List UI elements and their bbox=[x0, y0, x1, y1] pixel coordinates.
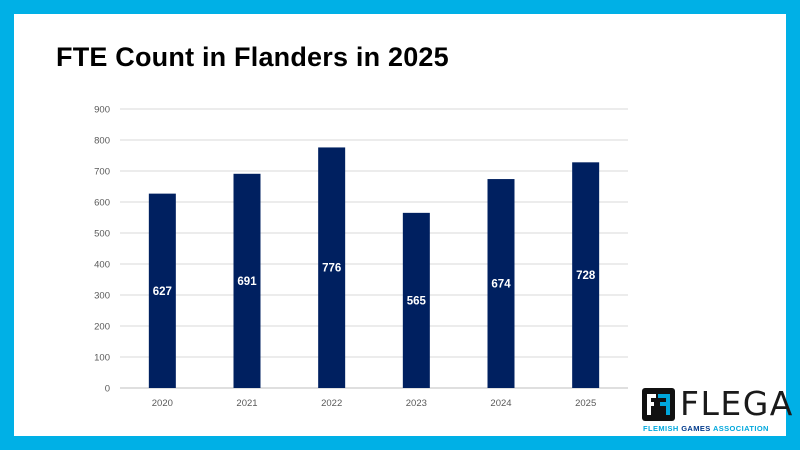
y-tick-label: 0 bbox=[105, 384, 110, 395]
y-tick-label: 800 bbox=[94, 136, 110, 147]
flega-logo-word: FLEGA bbox=[680, 384, 794, 423]
bar bbox=[318, 147, 346, 388]
bar bbox=[572, 162, 600, 388]
y-tick-label: 700 bbox=[94, 167, 110, 178]
data-label: 674 bbox=[491, 279, 511, 291]
bar bbox=[233, 173, 261, 388]
tagline-association: ASSOCIATION bbox=[712, 424, 769, 433]
y-tick-label: 900 bbox=[94, 105, 110, 116]
x-tick-label: 2021 bbox=[236, 398, 257, 409]
bar bbox=[148, 193, 176, 388]
bar-chart: 0 100 200 300 400 500 600 700 800 900 627 2020 691 20… bbox=[94, 105, 628, 409]
x-tick-label: 2023 bbox=[406, 398, 427, 409]
y-tick-label: 200 bbox=[94, 322, 110, 333]
data-label: 776 bbox=[322, 263, 341, 275]
y-tick-label: 400 bbox=[94, 260, 110, 271]
bar bbox=[402, 212, 430, 388]
x-tick-label: 2025 bbox=[575, 398, 596, 409]
data-label: 565 bbox=[407, 295, 427, 307]
bar bbox=[487, 179, 515, 388]
tagline-flemish: FLEMISH bbox=[643, 424, 679, 433]
y-tick-label: 500 bbox=[94, 229, 110, 240]
flega-logo-tagline: FLEMISH GAMES ASSOCIATION bbox=[643, 424, 769, 433]
y-tick-label: 100 bbox=[94, 353, 110, 364]
tagline-games: GAMES bbox=[681, 424, 711, 433]
y-tick-label: 300 bbox=[94, 291, 110, 302]
x-tick-label: 2022 bbox=[321, 398, 342, 409]
x-tick-label: 2024 bbox=[490, 398, 511, 409]
y-tick-label: 600 bbox=[94, 198, 110, 209]
flega-logo-icon bbox=[642, 388, 675, 421]
data-label: 728 bbox=[576, 270, 596, 282]
chart-title: FTE Count in Flanders in 2025 bbox=[56, 42, 449, 72]
data-label: 691 bbox=[237, 276, 257, 288]
slide: FTE Count in Flanders in 2025 0 100 200 300… bbox=[14, 14, 792, 436]
x-tick-label: 2020 bbox=[152, 398, 173, 409]
data-label: 627 bbox=[153, 286, 172, 298]
flega-logo: FLEGA FLEMISH GAMES ASSOCIATION bbox=[640, 384, 792, 436]
